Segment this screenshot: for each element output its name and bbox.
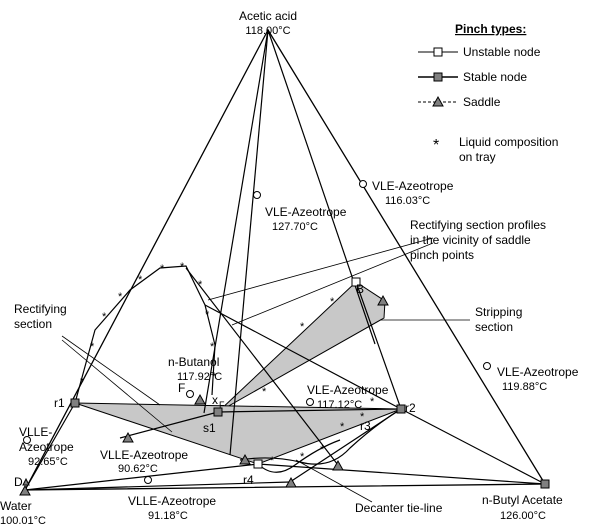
- stable-node-markers: [70, 398, 550, 489]
- vlle-azeotrope-mid-temp: 90.62°C: [118, 463, 158, 475]
- rectifying-profiles-label-3: pinch points: [410, 248, 474, 262]
- svg-text:*: *: [210, 341, 215, 353]
- svg-text:*: *: [205, 309, 210, 321]
- legend-title: Pinch types:: [455, 22, 526, 36]
- acetic-acid-temp: 118.00°C: [245, 25, 290, 37]
- vle-azeotrope-right-label: VLE-Azeotrope: [497, 365, 579, 379]
- legend-tray-label-2: on tray: [459, 150, 496, 164]
- svg-text:*: *: [300, 321, 305, 333]
- svg-text:*: *: [320, 444, 325, 456]
- butyl-acetate-temp: 126.00°C: [500, 510, 546, 522]
- rectifying-section-label-2: section: [14, 317, 52, 331]
- point-s1-label: s1: [203, 421, 216, 435]
- point-b-label: B: [356, 282, 364, 296]
- internal-lines: [24, 29, 546, 491]
- legend-saddle-label: Saddle: [463, 95, 501, 109]
- saddle-markers: [19, 294, 389, 496]
- vlle-azeotrope-mid-label: VLLE-Azeotrope: [100, 448, 188, 462]
- svg-text:*: *: [198, 279, 203, 291]
- legend-stable-label: Stable node: [463, 70, 527, 84]
- legend-saddle-icon: [418, 95, 458, 107]
- n-butanol-temp: 117.92°C: [177, 371, 222, 383]
- vlle-azeotrope-bottom-label: VLLE-Azeotrope: [128, 494, 216, 508]
- callout-lines: [61, 237, 470, 503]
- svg-text:*: *: [262, 386, 267, 398]
- stripping-section-label-1: Stripping: [475, 305, 522, 319]
- ternary-triangle-outline: [23, 28, 547, 491]
- rectifying-section-label-1: Rectifying: [14, 302, 67, 316]
- svg-text:*: *: [300, 451, 305, 463]
- svg-text:*: *: [360, 411, 365, 423]
- vle-azeotrope-center-label: VLE-Azeotrope: [265, 205, 347, 219]
- vle-azeotrope-top-right-label: VLE-Azeotrope: [372, 179, 454, 193]
- tray-composition-markers: * * * * * * * * * * * * * * * * * * * *: [80, 261, 375, 467]
- point-f-label: F: [178, 381, 185, 395]
- rectifying-section-region: [74, 402, 402, 465]
- point-r4-label: r4: [243, 473, 254, 487]
- legend-unstable-icon: [418, 47, 458, 57]
- acetic-acid-label: Acetic acid: [239, 9, 297, 23]
- vle-azeotrope-top-right-temp: 116.03°C: [385, 195, 430, 207]
- svg-text:*: *: [138, 274, 143, 286]
- svg-text:*: *: [330, 296, 335, 308]
- rectifying-profiles-label-1: Rectifying section profiles: [410, 218, 546, 232]
- svg-text:*: *: [212, 371, 217, 383]
- point-xf-label: x: [212, 393, 218, 407]
- rectifying-profiles-label-2: in the vicinity of saddle: [410, 233, 531, 247]
- n-butanol-label: n-Butanol: [168, 355, 219, 369]
- unstable-node-markers: [253, 277, 361, 469]
- water-label: Water: [0, 499, 32, 513]
- vle-azeotrope-center-temp: 127.70°C: [272, 221, 318, 233]
- point-r2-label: r2: [405, 401, 416, 415]
- point-xf-subscript: F: [219, 400, 225, 410]
- svg-text:*: *: [102, 311, 107, 323]
- svg-text:*: *: [160, 263, 165, 275]
- vle-azeotrope-inner-label: VLE-Azeotrope: [307, 383, 389, 397]
- svg-text:*: *: [270, 455, 275, 467]
- vle-azeotrope-right-temp: 119.88°C: [502, 381, 547, 393]
- point-r3-label: r3: [360, 419, 371, 433]
- vlle-azeotrope-left-label-2: Azeotrope: [19, 440, 74, 454]
- decanter-tie-line-label: Decanter tie-line: [355, 501, 443, 515]
- vlle-azeotrope-left-label-1: VLLE-: [19, 425, 52, 439]
- stripping-section-label-2: section: [475, 320, 513, 334]
- svg-text:*: *: [370, 396, 375, 408]
- point-r1-label: r1: [54, 396, 65, 410]
- legend: Pinch types: Unstable node Stable node S…: [418, 22, 558, 164]
- svg-text:*: *: [340, 421, 345, 433]
- water-temp: 100.01°C: [0, 515, 46, 527]
- svg-text:*: *: [80, 376, 85, 388]
- vlle-azeotrope-bottom-temp: 91.18°C: [148, 510, 188, 522]
- vle-azeotrope-inner-temp: 117.12°C: [317, 399, 362, 411]
- legend-tray-label-1: Liquid composition: [459, 135, 558, 149]
- legend-stable-icon: [418, 72, 458, 82]
- vlle-azeotrope-left-temp: 92.65°C: [28, 456, 68, 468]
- svg-text:*: *: [118, 291, 123, 303]
- butyl-acetate-label: n-Butyl Acetate: [482, 493, 563, 507]
- legend-tray-icon: *: [433, 137, 439, 154]
- svg-text:*: *: [90, 341, 95, 353]
- svg-text:*: *: [180, 261, 185, 273]
- azeotrope-markers: [23, 180, 491, 484]
- legend-unstable-label: Unstable node: [463, 45, 541, 59]
- point-d-label: D: [14, 475, 23, 489]
